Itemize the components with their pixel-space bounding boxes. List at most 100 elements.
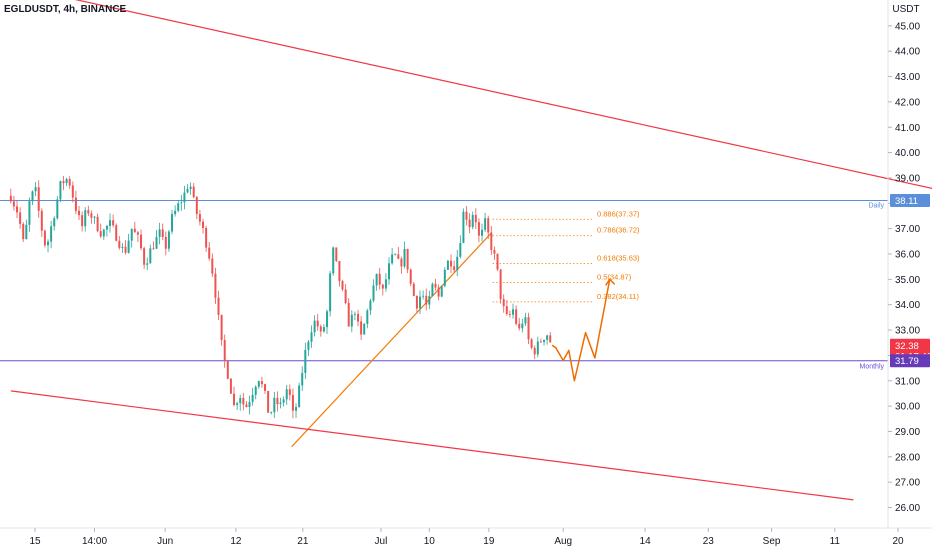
candle[interactable]: [344, 284, 347, 305]
candle[interactable]: [304, 342, 307, 379]
candle[interactable]: [239, 394, 242, 411]
candle[interactable]: [205, 225, 208, 252]
candle[interactable]: [31, 190, 34, 206]
candle[interactable]: [155, 230, 158, 250]
candle[interactable]: [350, 310, 353, 333]
candle[interactable]: [34, 181, 37, 197]
candle[interactable]: [105, 224, 108, 237]
candle[interactable]: [158, 222, 161, 245]
candle[interactable]: [394, 253, 397, 256]
candle[interactable]: [279, 397, 282, 409]
candle[interactable]: [341, 279, 344, 292]
candle[interactable]: [127, 233, 130, 254]
candle[interactable]: [174, 205, 177, 217]
candle[interactable]: [381, 283, 384, 296]
candle[interactable]: [332, 246, 335, 276]
candle[interactable]: [180, 194, 183, 211]
candle[interactable]: [369, 298, 372, 316]
candle[interactable]: [434, 278, 437, 291]
candle[interactable]: [198, 209, 201, 226]
candle[interactable]: [456, 249, 459, 277]
candle[interactable]: [329, 270, 332, 317]
currency-label[interactable]: USDT: [892, 4, 919, 15]
candle[interactable]: [372, 279, 375, 303]
candle[interactable]: [338, 260, 341, 287]
candle[interactable]: [493, 246, 496, 260]
candle[interactable]: [388, 257, 391, 285]
candle[interactable]: [546, 334, 549, 345]
candle[interactable]: [171, 209, 174, 235]
trendline[interactable]: [10, 390, 854, 501]
candle[interactable]: [267, 390, 270, 413]
candle[interactable]: [419, 290, 422, 315]
candle[interactable]: [453, 260, 456, 273]
candle[interactable]: [353, 311, 356, 321]
candle[interactable]: [490, 225, 493, 255]
candle[interactable]: [164, 231, 167, 256]
candle[interactable]: [319, 324, 322, 337]
candle[interactable]: [326, 309, 329, 334]
candle[interactable]: [288, 384, 291, 401]
candle[interactable]: [202, 218, 205, 234]
candle[interactable]: [471, 211, 474, 230]
candle[interactable]: [214, 267, 217, 304]
candle[interactable]: [481, 223, 484, 242]
candle[interactable]: [406, 248, 409, 274]
candle[interactable]: [118, 236, 121, 250]
candle[interactable]: [217, 290, 220, 321]
candle[interactable]: [78, 205, 81, 221]
candle[interactable]: [440, 285, 443, 298]
candle[interactable]: [446, 259, 449, 271]
candle[interactable]: [273, 391, 276, 418]
candle[interactable]: [229, 378, 232, 394]
candle[interactable]: [260, 376, 263, 388]
candle[interactable]: [112, 214, 115, 228]
candle[interactable]: [477, 218, 480, 243]
candle[interactable]: [428, 290, 431, 310]
candle[interactable]: [40, 208, 43, 238]
candle[interactable]: [366, 308, 369, 329]
candle[interactable]: [208, 242, 211, 261]
candle[interactable]: [74, 190, 77, 215]
trendline[interactable]: [291, 233, 492, 448]
candle[interactable]: [59, 180, 62, 203]
candle[interactable]: [363, 323, 366, 335]
candle[interactable]: [536, 336, 539, 358]
candle[interactable]: [412, 282, 415, 297]
candle[interactable]: [84, 207, 87, 232]
candle[interactable]: [360, 316, 363, 341]
candle[interactable]: [378, 267, 381, 290]
candle[interactable]: [149, 244, 152, 264]
candle[interactable]: [223, 334, 226, 368]
candle[interactable]: [242, 392, 245, 411]
candle[interactable]: [167, 229, 170, 252]
candle[interactable]: [81, 211, 84, 232]
candle[interactable]: [115, 223, 118, 242]
candle[interactable]: [257, 380, 260, 389]
candle[interactable]: [254, 385, 257, 400]
candle[interactable]: [543, 339, 546, 346]
candle[interactable]: [425, 288, 428, 311]
candle[interactable]: [487, 215, 490, 239]
candle[interactable]: [400, 256, 403, 274]
candle[interactable]: [313, 315, 316, 337]
candle[interactable]: [450, 254, 453, 274]
candle[interactable]: [124, 240, 127, 255]
candle[interactable]: [25, 219, 28, 240]
candle[interactable]: [248, 395, 251, 415]
candle[interactable]: [462, 208, 465, 244]
candle[interactable]: [161, 223, 164, 241]
candle[interactable]: [226, 359, 229, 380]
candle[interactable]: [549, 331, 552, 343]
candle[interactable]: [291, 388, 294, 419]
candle[interactable]: [109, 213, 112, 233]
candle[interactable]: [152, 241, 155, 250]
candle[interactable]: [177, 200, 180, 213]
candle[interactable]: [87, 205, 90, 216]
candle[interactable]: [28, 197, 31, 232]
candle[interactable]: [530, 338, 533, 350]
candle[interactable]: [391, 247, 394, 265]
candle[interactable]: [140, 229, 143, 251]
candle[interactable]: [96, 213, 99, 233]
